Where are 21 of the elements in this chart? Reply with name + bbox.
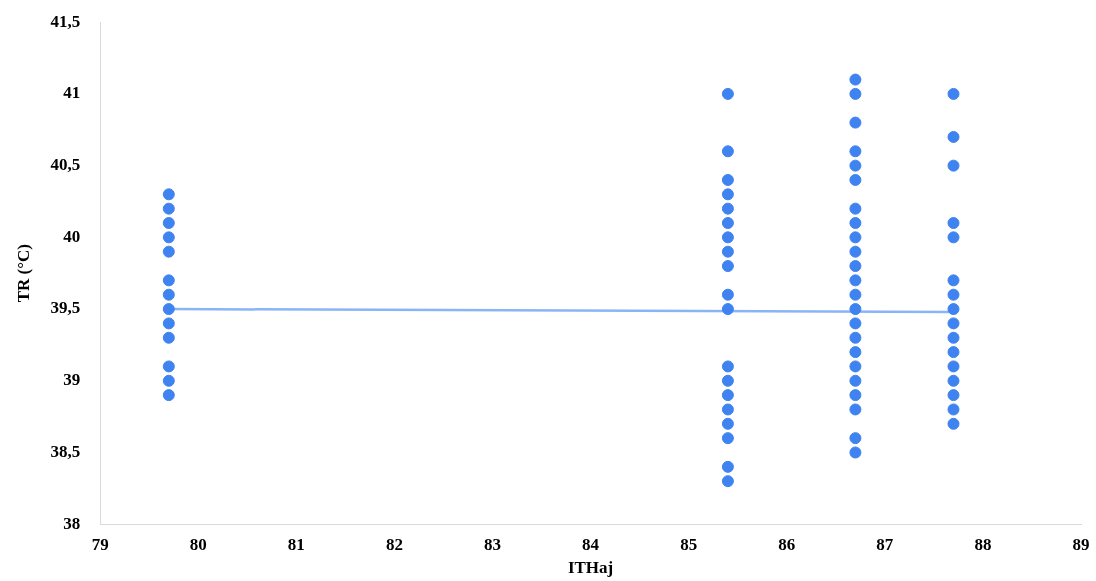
x-tick-label: 89 bbox=[1072, 534, 1090, 554]
y-tick-label: 39 bbox=[63, 370, 81, 390]
y-tick-label: 40 bbox=[63, 226, 81, 246]
y-tick-label: 38,5 bbox=[50, 441, 81, 461]
x-axis-title: ITHaj bbox=[567, 558, 614, 578]
y-tick-label: 40,5 bbox=[50, 155, 81, 175]
x-tick-label: 86 bbox=[778, 534, 796, 554]
y-tick-label: 41,5 bbox=[50, 11, 81, 31]
x-tick-label: 87 bbox=[876, 534, 894, 554]
x-tick-label: 84 bbox=[582, 534, 600, 554]
x-tick-label: 79 bbox=[91, 534, 109, 554]
x-tick-label: 80 bbox=[189, 534, 207, 554]
x-tick-label: 81 bbox=[287, 534, 305, 554]
y-tick-label: 41 bbox=[63, 83, 81, 103]
y-axis-title: TR (°C) bbox=[13, 244, 33, 303]
x-tick-label: 83 bbox=[483, 534, 501, 554]
y-tick-label: 38 bbox=[63, 513, 81, 533]
y-tick-label: 39,5 bbox=[50, 298, 81, 318]
x-tick-label: 88 bbox=[974, 534, 992, 554]
x-tick-label: 85 bbox=[680, 534, 698, 554]
x-tick-label: 82 bbox=[385, 534, 403, 554]
